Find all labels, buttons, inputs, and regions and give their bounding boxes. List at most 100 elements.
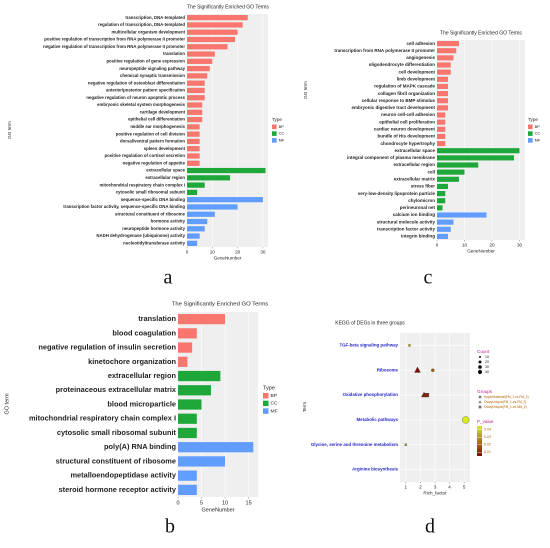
legend-swatch xyxy=(263,408,269,414)
bar xyxy=(178,413,197,424)
colorbar-label: 0.04 xyxy=(484,428,491,432)
legend-label: 30 xyxy=(485,365,489,369)
bar xyxy=(187,109,203,115)
y-tick-label: steroid hormone receptor activity xyxy=(59,485,177,494)
bar xyxy=(437,48,457,54)
y-tick-label: integrin binding xyxy=(401,234,435,239)
legend-title: Groups xyxy=(477,389,493,394)
chart-title: The Significantly Enriched GO Terms xyxy=(187,4,269,10)
bar xyxy=(437,69,451,75)
x-tick-label: 5 xyxy=(200,500,203,506)
bar xyxy=(437,98,448,104)
x-tick-label: 30 xyxy=(260,249,266,254)
bar xyxy=(437,133,446,139)
bar xyxy=(437,148,520,154)
legend-title: Type xyxy=(263,385,275,391)
point xyxy=(431,368,435,372)
x-axis-label: GeneNumber xyxy=(214,255,242,260)
bar xyxy=(187,44,228,50)
x-axis-label: GeneNumber xyxy=(201,507,234,513)
y-tick-label: cell adhesion xyxy=(406,41,435,46)
bar xyxy=(437,219,454,225)
x-tick-label: 20 xyxy=(489,242,495,247)
x-tick-label: 2 xyxy=(419,484,422,489)
y-tick-label: integral component of plasma membrane xyxy=(347,155,436,160)
colorbar-label: 0.01 xyxy=(484,450,491,454)
point xyxy=(461,416,470,424)
bar xyxy=(437,62,451,68)
y-tick-label: embryonic digestive tract development xyxy=(351,105,435,110)
y-tick-label: perineuronal net xyxy=(400,205,436,210)
y-tick-label: extracellular region xyxy=(145,175,185,180)
y-tick-label: negative regulation of transcription fro… xyxy=(43,44,185,49)
x-tick-label: 5 xyxy=(463,484,466,489)
legend-label: MF xyxy=(535,137,541,142)
legend-label: BP xyxy=(271,393,278,399)
bar xyxy=(187,146,200,152)
y-tick-label: Arginine biosynthesis xyxy=(352,467,398,472)
y-tick-label: positive regulation of gene expression xyxy=(106,58,185,63)
bar xyxy=(178,385,211,396)
legend-size xyxy=(478,360,482,364)
legend-label: MF xyxy=(271,408,278,414)
legend-swatch xyxy=(272,131,277,136)
x-tick-label: 20 xyxy=(235,249,241,254)
y-tick-label: neuropeptide hormone activity xyxy=(122,226,185,231)
bar xyxy=(178,456,226,467)
bar xyxy=(437,126,446,132)
bar xyxy=(187,197,263,203)
bar xyxy=(187,87,205,94)
y-tick-label: blood coagulation xyxy=(112,328,176,337)
bar xyxy=(437,55,454,61)
y-tick-label: proteinaceous extracellular matrix xyxy=(56,385,177,394)
point xyxy=(408,344,411,347)
bar xyxy=(437,212,487,218)
legend-swatch xyxy=(272,138,277,143)
y-tick-label: negative regulation of insulin secretion xyxy=(38,343,176,352)
y-tick-label: Metabolic pathways xyxy=(357,417,399,422)
bar xyxy=(187,58,213,64)
bar xyxy=(437,205,443,211)
legend-size xyxy=(477,369,483,375)
x-tick-label: 30 xyxy=(517,242,523,247)
legend-swatch xyxy=(528,124,533,130)
bar xyxy=(187,160,200,166)
bar xyxy=(187,138,200,145)
legend-label: BP xyxy=(279,124,285,129)
bar xyxy=(437,91,448,97)
plot-background xyxy=(437,40,525,240)
bar xyxy=(437,176,459,182)
y-tick-label: negative regulation of neuron apoptotic … xyxy=(86,95,185,100)
y-tick-label: multicellular organism development xyxy=(111,29,185,34)
bar xyxy=(187,218,208,225)
y-tick-label: cellular response to BMP stimulus xyxy=(362,98,436,103)
legend-swatch xyxy=(528,138,533,143)
bar xyxy=(437,162,479,168)
y-tick-label: extracellular space xyxy=(394,148,435,153)
chart-title: The Significantly Enriched GO Terms xyxy=(172,302,269,308)
x-tick-label: 0 xyxy=(436,242,439,247)
y-axis-label: GO term xyxy=(303,81,308,99)
y-tick-label: structural constituent of ribosome xyxy=(56,456,176,465)
y-tick-label: metalloendopeptidase activity xyxy=(70,471,176,480)
y-tick-label: chylomicron xyxy=(408,198,435,203)
bar xyxy=(187,204,238,210)
y-tick-label: structural molecule activity xyxy=(377,219,436,224)
y-tick-label: regulation of MAPK cascade xyxy=(374,84,435,89)
bar xyxy=(187,80,205,86)
panel-letter: d xyxy=(425,516,435,538)
colorbar xyxy=(477,426,482,456)
y-tick-label: chemical synaptic transmission xyxy=(120,73,185,78)
y-tick-label: sequence-specific DNA binding xyxy=(121,197,186,202)
bar xyxy=(187,29,238,35)
legend-label: HyperMaternal(FM_1-vs-FM_2) xyxy=(484,395,529,399)
legend-label: CC xyxy=(535,131,541,136)
legend-title: Count xyxy=(477,349,490,354)
y-tick-label: stress fiber xyxy=(411,184,436,189)
y-tick-label: positive regulation of transcription fro… xyxy=(44,37,185,42)
legend-label: OvaryUnique(FM_1-vs-FM_2) xyxy=(484,400,526,404)
bar xyxy=(437,119,446,125)
bar xyxy=(437,191,446,197)
